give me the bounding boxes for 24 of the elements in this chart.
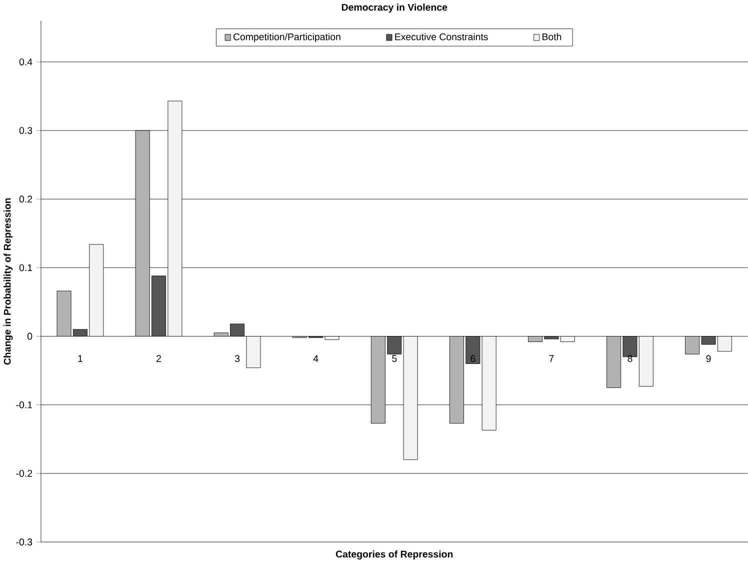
bar [482,336,496,430]
y-tick-label: 0.2 [19,196,32,202]
legend-label: Executive Constraints [395,33,488,40]
x-tick-label: 6 [470,355,476,362]
x-tick-label: 7 [549,355,554,362]
x-tick-label: 1 [78,355,82,362]
y-tick-label: -0.2 [16,470,32,477]
y-tick-label: 0.3 [19,127,32,134]
y-tick-label: 0.4 [19,58,32,66]
y-axis-title: Change in Probability of Repression [4,198,13,365]
x-axis-title: Categories of Repression [336,550,453,560]
y-tick-label: -0.3 [16,538,32,546]
x-tick-label: 5 [392,355,397,362]
legend-label: Both [542,33,562,40]
x-tick-label: 2 [156,355,161,362]
x-tick-label: 4 [313,355,318,362]
y-tick-label: 0.1 [19,264,32,272]
legend-label: Competition/Participation [233,33,340,42]
x-tick-label: 3 [234,355,240,362]
x-tick-label: 8 [628,355,632,362]
chart-title: Democracy in Violence [342,4,448,13]
y-tick-label: 0 [28,332,32,340]
x-tick-label: 9 [706,355,711,362]
y-tick-label: -0.1 [16,401,32,408]
